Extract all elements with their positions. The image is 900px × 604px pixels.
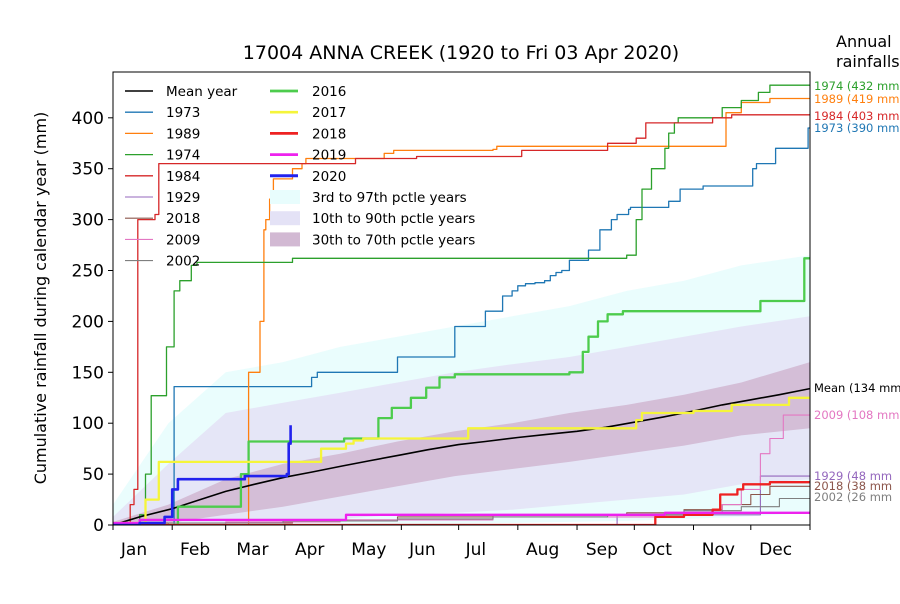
- legend-label-9: 2016: [312, 84, 346, 100]
- x-tick-label-sep: Sep: [586, 540, 618, 560]
- legend-swatch-band-1: [270, 190, 300, 204]
- legend-label-2: 1989: [166, 126, 200, 142]
- series-line-2009-7: [113, 414, 810, 525]
- series-line-2020-13: [113, 425, 292, 525]
- legend-swatch-band-3: [270, 232, 300, 247]
- x-tick-label-aug: Aug: [526, 540, 559, 560]
- x-tick-label-feb: Feb: [180, 540, 210, 560]
- series-line-2002-8: [113, 497, 810, 525]
- annual-label-6: 1929 (48 mm: [814, 469, 892, 483]
- legend-label-11: 2018: [312, 126, 346, 142]
- x-tick-label-mar: Mar: [236, 540, 268, 560]
- legend-label-1: 1973: [166, 105, 200, 121]
- annual-header-line2: rainfalls: [836, 52, 900, 71]
- legend-label-band-2: 10th to 90th pctle years: [312, 211, 475, 227]
- y-tick-label-250: 250: [72, 262, 104, 282]
- x-tick-label-may: May: [351, 540, 386, 560]
- y-tick-label-350: 350: [72, 160, 104, 180]
- y-tick-label-100: 100: [72, 414, 104, 434]
- plot-area: [113, 84, 810, 525]
- y-tick-label-200: 200: [72, 312, 104, 332]
- annual-label-8: 2002 (26 mm: [814, 490, 892, 504]
- y-tick-label-400: 400: [72, 109, 104, 129]
- legend-label-band-1: 3rd to 97th pctle years: [312, 190, 467, 206]
- x-tick-label-oct: Oct: [643, 540, 673, 560]
- x-tick-label-jan: Jan: [120, 540, 147, 560]
- legend-label-8: 2002: [166, 254, 200, 270]
- legend-swatch-band-2: [270, 211, 300, 226]
- annual-label-2: 1984 (403 mm: [814, 109, 899, 123]
- x-tick-label-apr: Apr: [295, 540, 324, 560]
- chart-title: 17004 ANNA CREEK (1920 to Fri 03 Apr 202…: [243, 42, 679, 64]
- legend-label-13: 2020: [312, 169, 346, 185]
- y-axis-label: Cumulative rainfall during calendar year…: [31, 112, 50, 485]
- series-line-1974-3: [113, 84, 810, 525]
- annual-label-7: 2018 (38 mm: [814, 479, 892, 493]
- x-tick-label-jul: Jul: [465, 540, 487, 560]
- legend-label-7: 2009: [166, 232, 200, 248]
- series-line-2016-9: [113, 257, 810, 525]
- annual-label-3: 1973 (390 mm: [814, 121, 899, 135]
- series-line-2017-10: [113, 396, 810, 525]
- x-tick-label-jun: Jun: [408, 540, 436, 560]
- legend-label-band-3: 30th to 70th pctle years: [312, 232, 475, 248]
- legend-label-12: 2019: [312, 148, 346, 164]
- annual-label-1: 1989 (419 mm: [814, 92, 899, 106]
- legend-label-5: 1929: [166, 190, 200, 206]
- annual-header-line1: Annual: [836, 32, 892, 51]
- x-tick-label-dec: Dec: [759, 540, 792, 560]
- y-tick-label-0: 0: [93, 516, 104, 536]
- series-line-1984-4: [113, 114, 810, 525]
- legend: Mean year 1973 1989 1974 1984 1929 2018 2009 200…: [125, 84, 475, 270]
- legend-label-6: 2018: [166, 211, 200, 227]
- y-tick-label-150: 150: [72, 363, 104, 383]
- y-tick-label-300: 300: [72, 211, 104, 231]
- series-line-2019-12: [113, 511, 810, 525]
- x-tick-label-nov: Nov: [702, 540, 735, 560]
- series-line-2018-11: [113, 481, 810, 525]
- legend-label-0: Mean year: [166, 84, 238, 100]
- legend-label-3: 1974: [166, 148, 200, 164]
- annual-label-4: Mean (134 mm: [814, 381, 900, 395]
- y-tick-label-50: 50: [82, 465, 104, 485]
- annual-label-0: 1974 (432 mm: [814, 79, 899, 93]
- series-line-1973-1: [113, 127, 810, 525]
- legend-label-4: 1984: [166, 169, 200, 185]
- annual-label-5: 2009 (108 mm: [814, 408, 899, 422]
- plot-frame: [112, 71, 811, 526]
- legend-label-10: 2017: [312, 105, 346, 121]
